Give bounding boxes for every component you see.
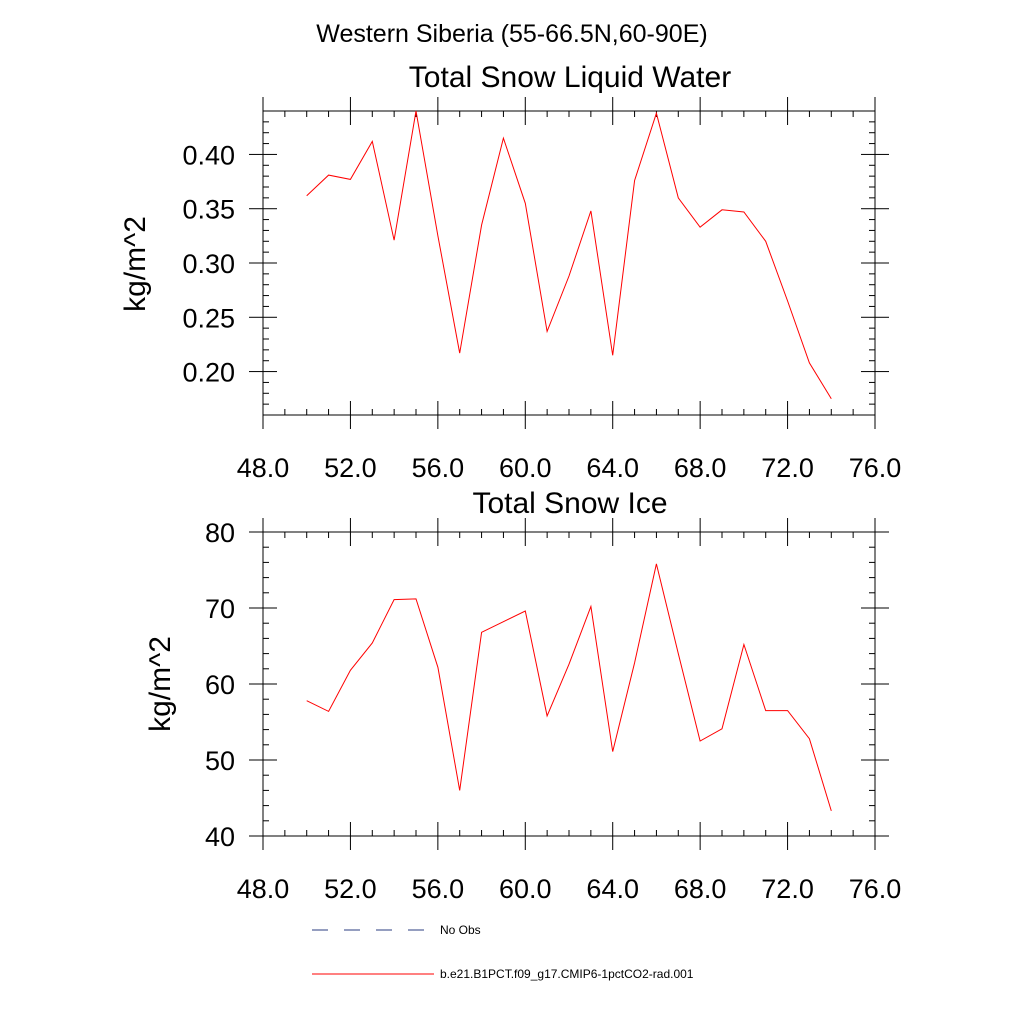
- liquid-water-series-line: [306, 110, 832, 399]
- liquid-water-x-tick-label: 48.0: [237, 453, 290, 483]
- snow-ice-x-tick-label: 72.0: [761, 874, 814, 904]
- snow-ice-x-tick-label: 76.0: [849, 874, 902, 904]
- snow-ice-series-line: [306, 563, 832, 812]
- liquid-water-y-axis-label: kg/m^2: [119, 216, 152, 312]
- liquid-water-x-tick-label: 72.0: [761, 453, 814, 483]
- snow-ice-plot-frame: [262, 531, 876, 837]
- snow-ice-x-tick-label: 64.0: [586, 874, 639, 904]
- snow-ice-y-tick-label: 60: [205, 670, 235, 700]
- liquid-water-y-tick-label: 0.35: [182, 195, 235, 225]
- liquid-water-plot-frame: [262, 110, 876, 416]
- liquid-water-x-tick-label: 76.0: [849, 453, 902, 483]
- snow-ice-y-tick-label: 70: [205, 594, 235, 624]
- liquid-water-x-tick-label: 52.0: [324, 453, 377, 483]
- snow-ice-x-tick-label: 52.0: [324, 874, 377, 904]
- snow-ice-y-axis-label: kg/m^2: [144, 636, 177, 732]
- liquid-water-y-tick-label: 0.30: [182, 249, 235, 279]
- liquid-water-x-tick-label: 64.0: [586, 453, 639, 483]
- liquid-water-x-tick-label: 56.0: [412, 453, 465, 483]
- liquid-water-y-tick-label: 0.25: [182, 303, 235, 333]
- liquid-water-x-tick-label: 60.0: [499, 453, 552, 483]
- liquid-water-x-tick-label: 68.0: [674, 453, 727, 483]
- liquid-water-y-tick-label: 0.20: [182, 358, 235, 388]
- snow-ice-y-tick-label: 80: [205, 518, 235, 548]
- snow-ice-title: Total Snow Ice: [472, 487, 667, 520]
- legend: No Obs b.e21.B1PCT.f09_g17.CMIP6-1pctCO2…: [312, 923, 694, 981]
- legend-run-label: b.e21.B1PCT.f09_g17.CMIP6-1pctCO2-rad.00…: [440, 967, 694, 981]
- snow-ice-x-tick-label: 60.0: [499, 874, 552, 904]
- figure-title: Western Siberia (55-66.5N,60-90E): [316, 20, 707, 48]
- liquid-water-y-tick-label: 0.40: [182, 140, 235, 170]
- liquid-water-title: Total Snow Liquid Water: [409, 61, 731, 94]
- snow-ice-y-tick-label: 40: [205, 822, 235, 852]
- snow-ice-x-tick-label: 68.0: [674, 874, 727, 904]
- snow-ice-panel: Total Snow Ice 48.0 52.0 56.0 60.0 64.0 68.0 72…: [144, 487, 901, 904]
- liquid-water-panel: Total Snow Liquid Water 48.0 52.0 56.0 60.0 6…: [119, 61, 901, 483]
- snow-ice-y-tick-label: 50: [205, 746, 235, 776]
- legend-no-obs-label: No Obs: [440, 923, 481, 937]
- snow-ice-x-tick-label: 56.0: [412, 874, 465, 904]
- snow-ice-x-tick-label: 48.0: [237, 874, 290, 904]
